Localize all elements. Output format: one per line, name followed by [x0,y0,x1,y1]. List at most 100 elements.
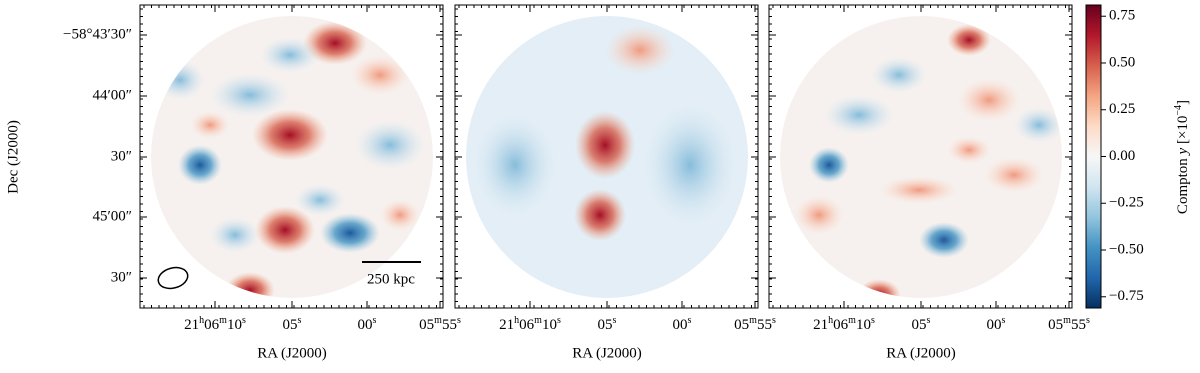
y-tick-label: 44′00″ [92,87,132,103]
x-tick-part: h [199,315,204,326]
x-tick-part: m [534,315,542,326]
y-tick-label: 30″ [111,148,132,164]
x-tick-part: s [1086,315,1090,326]
map-feature [794,195,844,235]
x-tick-part: s [772,315,776,326]
map-feature [252,109,328,161]
colorbar-label-part: Compton [1175,154,1191,214]
beam [157,266,189,290]
x-tick-part: h [514,315,519,326]
x-tick-label: 05s [912,315,931,333]
x-tick-part: 10 [856,317,871,333]
x-tick-part: s [557,315,561,326]
x-tick-part: s [927,315,931,326]
map-feature [210,217,260,253]
x-tick-part: s [373,315,377,326]
map-feature [575,111,635,179]
x-tick-label: 05m55s [734,315,776,333]
map-feature [255,206,315,254]
x-tick-part: 06 [204,317,220,333]
x-tick-part: 21 [499,317,514,333]
x-tick-part: 06 [519,317,535,333]
x-axis-label: RA (J2000) [886,345,956,361]
x-tick-part: 05 [734,317,749,333]
x-tick-part: 00 [987,317,1002,333]
x-tick-part: 10 [542,317,557,333]
map-feature [190,111,230,139]
map-feature [155,60,205,100]
map-feature [350,55,410,95]
x-tick-label: 21h06m10s [184,315,246,333]
x-tick-part: s [871,315,875,326]
x-tick-label: 05m55s [419,315,461,333]
map-feature [225,272,275,298]
map [780,16,1062,298]
x-tick-label: 05s [598,315,617,333]
colorbar-tick-label: −0.50 [1109,241,1144,257]
map-feature [919,222,969,258]
map [466,16,748,298]
map-feature [355,120,425,170]
map-feature [574,189,626,241]
colorbar-tick-label: −0.25 [1109,195,1144,211]
map-feature [380,199,420,231]
map-feature [260,37,320,73]
map-feature [857,279,901,298]
y-tick-label: 30″ [111,269,132,285]
colorbar-tick-label: 0.50 [1109,54,1135,70]
x-tick-part: s [613,315,617,326]
y-axis-label: Dec (J2000) [5,120,21,194]
x-axis-label: RA (J2000) [572,345,642,361]
x-tick-part: s [1002,315,1006,326]
map-feature [178,145,222,185]
scale-bar-label: 250 kpc [367,271,415,287]
map [151,16,433,298]
x-tick-part: 05 [1048,317,1063,333]
x-tick-part: m [749,315,757,326]
x-tick-part: s [242,315,246,326]
colorbar-tick-label: 0.75 [1109,8,1135,24]
x-tick-part: 05 [598,317,613,333]
colorbar-label-part: [×10 [1175,116,1191,148]
x-tick-part: 55 [757,317,772,333]
x-axis-label: RA (J2000) [257,345,327,361]
x-tick-part: 10 [227,317,242,333]
map-feature [957,78,1021,122]
x-tick-part: 00 [358,317,373,333]
colorbar-tick-label: 0.25 [1109,101,1135,117]
x-tick-part: 21 [813,317,828,333]
x-tick-part: h [828,315,833,326]
map-feature [871,57,927,93]
map-feature [947,24,991,56]
map-feature [320,213,380,253]
x-tick-label: 21h06m10s [813,315,875,333]
x-tick-part: s [457,315,461,326]
x-tick-part: m [434,315,442,326]
x-tick-part: 05 [912,317,927,333]
x-tick-label: 05s [283,315,302,333]
x-tick-part: m [1063,315,1071,326]
x-tick-label: 00s [673,315,692,333]
map-feature [809,147,849,183]
x-tick-part: m [219,315,227,326]
x-tick-part: m [848,315,856,326]
x-tick-label: 00s [987,315,1006,333]
x-tick-part: s [298,315,302,326]
x-tick-part: 55 [442,317,457,333]
map-feature [295,184,345,216]
colorbar-tick-label: 0.00 [1109,148,1135,164]
x-tick-label: 00s [358,315,377,333]
colorbar-tick-label: −0.75 [1109,288,1144,304]
x-tick-part: 05 [283,317,298,333]
x-tick-part: 00 [673,317,688,333]
map-feature [605,25,675,75]
map-feature [210,73,290,117]
x-tick-part: 21 [184,317,199,333]
y-tick-label: −58°43′30″ [63,26,132,42]
colorbar [1085,4,1102,309]
colorbar-label-part: y [1175,147,1191,156]
x-tick-part: 06 [833,317,849,333]
colorbar-label: Compton y [×10−4] [1173,100,1191,214]
x-tick-part: 05 [419,317,434,333]
